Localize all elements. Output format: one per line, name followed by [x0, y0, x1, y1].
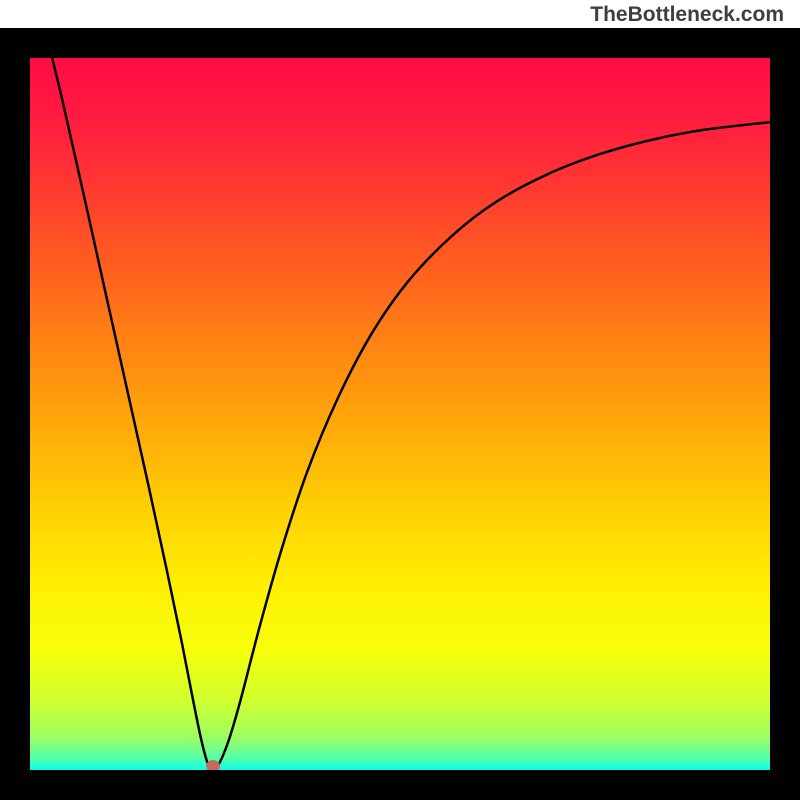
chart-container: TheBottleneck.com	[0, 0, 800, 800]
current-point-marker	[206, 760, 220, 770]
plot-area	[30, 58, 770, 770]
bottleneck-curve-svg	[30, 58, 770, 770]
bottleneck-curve-path	[52, 58, 770, 770]
watermark-text: TheBottleneck.com	[590, 3, 784, 27]
